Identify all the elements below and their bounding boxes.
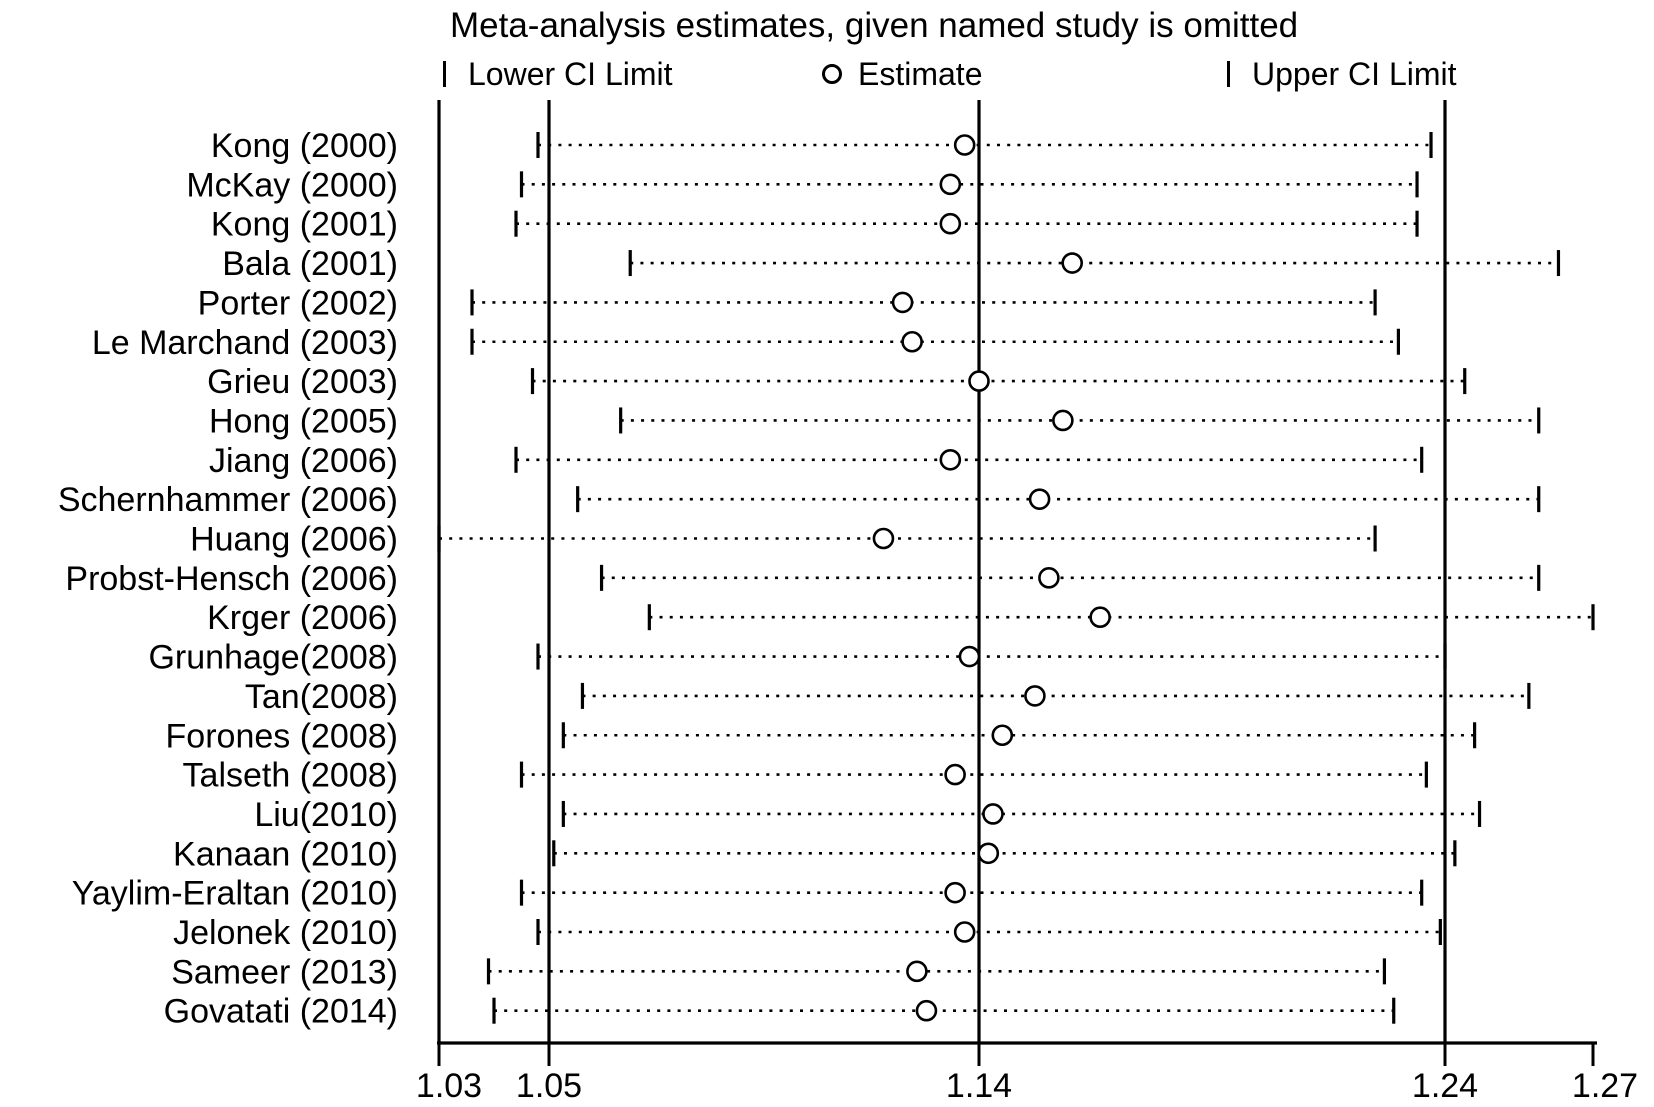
study-label: Sameer (2013) <box>171 953 398 991</box>
study-label: Jelonek (2010) <box>173 914 398 952</box>
estimate-marker <box>901 330 923 353</box>
study-label: Forones (2008) <box>166 717 398 755</box>
study-label: Talseth (2008) <box>183 757 398 795</box>
estimate-marker <box>958 645 981 668</box>
estimate-marker <box>977 842 1000 865</box>
study-label: Liu(2010) <box>254 796 398 834</box>
study-label: Grieu (2003) <box>207 363 398 401</box>
study-label: Schernhammer (2006) <box>58 481 398 519</box>
legend-item-lower: Lower CI Limit <box>443 56 673 92</box>
estimate-circle-icon <box>822 64 842 84</box>
estimate-marker <box>1089 606 1111 629</box>
estimate-marker <box>953 134 976 156</box>
study-label: Grunhage(2008) <box>148 639 398 677</box>
x-tick-label: 1.24 <box>1412 1067 1478 1105</box>
estimate-marker <box>1052 409 1074 432</box>
study-label: Jiang (2006) <box>209 442 398 480</box>
study-label: Probst-Hensch (2006) <box>65 560 398 598</box>
estimate-marker <box>944 763 966 786</box>
lower-ci-tick-icon <box>443 61 446 87</box>
estimate-marker <box>982 803 1004 825</box>
study-label: Porter (2002) <box>198 284 398 322</box>
x-tick-label: 1.14 <box>946 1067 1012 1105</box>
study-label: Kong (2000) <box>211 127 398 165</box>
study-label: Le Marchand (2003) <box>92 324 398 362</box>
estimate-marker <box>939 448 962 471</box>
study-label: Krger (2006) <box>207 599 398 637</box>
study-label: McKay (2000) <box>186 166 398 204</box>
x-tick-label: 1.27 <box>1572 1067 1638 1105</box>
estimate-marker <box>1028 488 1051 510</box>
legend-lower-label: Lower CI Limit <box>468 55 673 92</box>
study-label: Tan(2008) <box>245 678 398 716</box>
study-label: Hong (2005) <box>209 402 398 440</box>
chart-title: Meta-analysis estimates, given named stu… <box>450 6 1299 45</box>
x-tick-label: 1.03 <box>416 1067 482 1105</box>
estimate-marker <box>953 921 976 943</box>
estimate-marker <box>1061 252 1083 274</box>
legend-item-upper: Upper CI Limit <box>1227 56 1457 92</box>
study-label: Govatati (2014) <box>164 993 398 1031</box>
estimate-marker <box>944 881 966 904</box>
estimate-marker <box>872 527 895 550</box>
study-label: Yaylim-Eraltan (2010) <box>72 875 398 913</box>
study-label: Huang (2006) <box>190 521 398 559</box>
estimate-marker <box>906 960 928 983</box>
legend-upper-label: Upper CI Limit <box>1252 55 1457 92</box>
estimate-marker <box>1024 685 1046 707</box>
legend-estimate-label: Estimate <box>858 55 983 92</box>
estimate-marker <box>968 370 990 392</box>
study-label: Bala (2001) <box>222 245 398 283</box>
estimate-marker <box>939 173 962 196</box>
estimate-marker <box>939 212 962 235</box>
study-label: Kanaan (2010) <box>173 835 398 873</box>
estimate-marker <box>1038 567 1060 589</box>
x-tick-label: 1.05 <box>516 1067 582 1105</box>
study-label: Kong (2001) <box>211 206 398 244</box>
legend-item-estimate: Estimate <box>822 56 982 92</box>
estimate-marker <box>915 999 938 1022</box>
estimate-marker <box>991 724 1014 747</box>
upper-ci-tick-icon <box>1227 61 1230 87</box>
estimate-marker <box>891 291 914 314</box>
